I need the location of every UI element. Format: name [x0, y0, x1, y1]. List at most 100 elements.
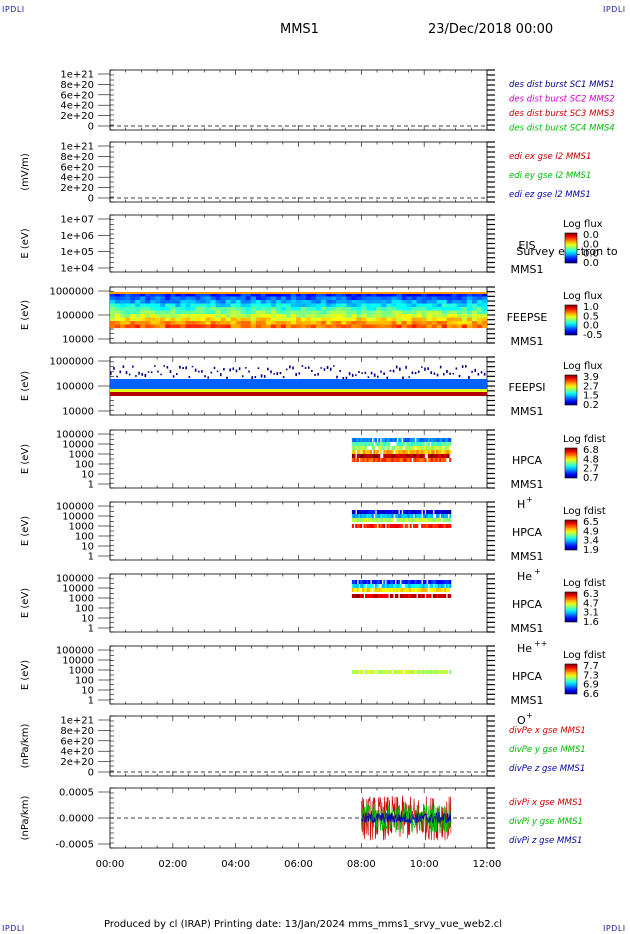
heatmap-cell — [180, 317, 186, 322]
heatmap-cell — [379, 670, 382, 674]
y-tick-label: 100000 — [56, 382, 94, 393]
heatmap-cell — [150, 314, 156, 318]
heatmap-cell — [444, 450, 447, 454]
heatmap-cell — [341, 314, 347, 318]
heatmap-cell — [195, 296, 201, 301]
heatmap-speck — [317, 372, 319, 376]
heatmap-cell — [195, 324, 201, 329]
heatmap-cell — [155, 300, 161, 304]
heatmap-cell — [411, 310, 417, 315]
heatmap-cell — [476, 300, 483, 304]
heatmap-cell — [376, 321, 382, 325]
heatmap-cell — [361, 446, 364, 450]
heatmap-cell — [426, 293, 433, 297]
heatmap-cell — [361, 510, 364, 514]
heatmap-cell — [416, 518, 419, 522]
heatmap-cell — [370, 524, 373, 528]
y-tick-label: 10 — [81, 470, 94, 481]
heatmap-cell — [360, 442, 363, 446]
heatmap-cell — [393, 580, 396, 584]
heatmap-cell — [434, 442, 437, 446]
heatmap-cell — [160, 314, 166, 318]
heatmap-cell — [351, 314, 357, 318]
heatmap-speck — [326, 365, 329, 370]
heatmap-cell — [449, 514, 452, 518]
heatmap-cell — [391, 588, 394, 592]
heatmap-cell — [295, 317, 302, 322]
y-tick-label: 100 — [75, 460, 94, 471]
heatmap-cell — [388, 458, 391, 462]
heatmap-cell — [466, 296, 473, 301]
heatmap-cell — [421, 296, 427, 301]
heatmap-cell — [366, 588, 369, 592]
heatmap-cell — [150, 293, 156, 297]
heatmap-cell — [270, 293, 277, 297]
heatmap-cell — [401, 458, 404, 462]
heatmap-cell — [436, 594, 439, 598]
heatmap-cell — [399, 524, 402, 528]
heatmap-cell — [399, 518, 402, 522]
heatmap-cell — [426, 317, 433, 322]
heatmap-cell — [437, 514, 440, 518]
y-axis-label: E (eV) — [20, 228, 31, 258]
heatmap-cell — [155, 307, 161, 311]
heatmap-cell — [431, 324, 438, 329]
heatmap-cell — [401, 514, 404, 518]
heatmap-cell — [456, 293, 463, 297]
heatmap-cell — [170, 321, 176, 325]
y-tick-label: 100 — [75, 532, 94, 543]
colorbar-tick-label: 6.5 — [583, 517, 599, 528]
heatmap-cell — [394, 670, 397, 674]
heatmap-cell — [476, 310, 483, 315]
heatmap-cell — [358, 442, 361, 446]
heatmap-speck — [314, 374, 316, 376]
y-tick-label: 100000 — [56, 646, 94, 657]
heatmap-cell — [366, 454, 369, 458]
heatmap-cell — [398, 438, 401, 442]
heatmap-cell — [404, 518, 407, 522]
heatmap-cell — [230, 321, 236, 325]
heatmap-cell — [442, 450, 445, 454]
heatmap-cell — [351, 524, 354, 528]
heatmap-cell — [379, 580, 382, 584]
heatmap-cell — [406, 321, 412, 325]
heatmap-cell — [290, 307, 297, 311]
heatmap-cell — [388, 518, 391, 522]
heatmap-cell — [386, 454, 389, 458]
heatmap-cell — [200, 324, 206, 329]
heatmap-cell — [373, 670, 376, 674]
heatmap-cell — [389, 438, 392, 442]
heatmap-cell — [409, 518, 412, 522]
x-tick-label: 12:00 — [473, 859, 502, 870]
heatmap-cell — [407, 588, 411, 592]
heatmap-cell — [210, 317, 216, 322]
heatmap-cell — [434, 510, 437, 514]
heatmap-cell — [399, 450, 402, 454]
heatmap-cell — [429, 446, 432, 450]
y-axis-label: E (eV) — [20, 660, 31, 690]
heatmap-cell — [170, 317, 176, 322]
heatmap-cell — [422, 450, 425, 454]
heatmap-cell — [346, 324, 352, 329]
heatmap-cell — [373, 450, 376, 454]
heatmap-cell — [416, 303, 422, 308]
species-charge: + — [534, 567, 541, 576]
heatmap-cell — [437, 580, 440, 584]
heatmap-cell — [368, 518, 371, 522]
heatmap-speck — [219, 373, 222, 377]
heatmap-cell — [422, 580, 425, 584]
heatmap-cell — [353, 518, 356, 522]
heatmap-cell — [383, 454, 386, 458]
heatmap-cell — [351, 446, 354, 450]
heatmap-cell — [170, 314, 176, 318]
instrument-label: FEEPSE — [507, 311, 548, 324]
heatmap-speck — [226, 376, 228, 379]
heatmap-cell — [434, 454, 437, 458]
heatmap-cell — [446, 321, 453, 325]
heatmap-cell — [250, 317, 257, 322]
heatmap-cell — [368, 580, 371, 584]
heatmap-cell — [451, 300, 458, 304]
heatmap-cell — [190, 293, 196, 297]
heatmap-cell — [351, 594, 354, 598]
heatmap-cell — [351, 438, 354, 442]
